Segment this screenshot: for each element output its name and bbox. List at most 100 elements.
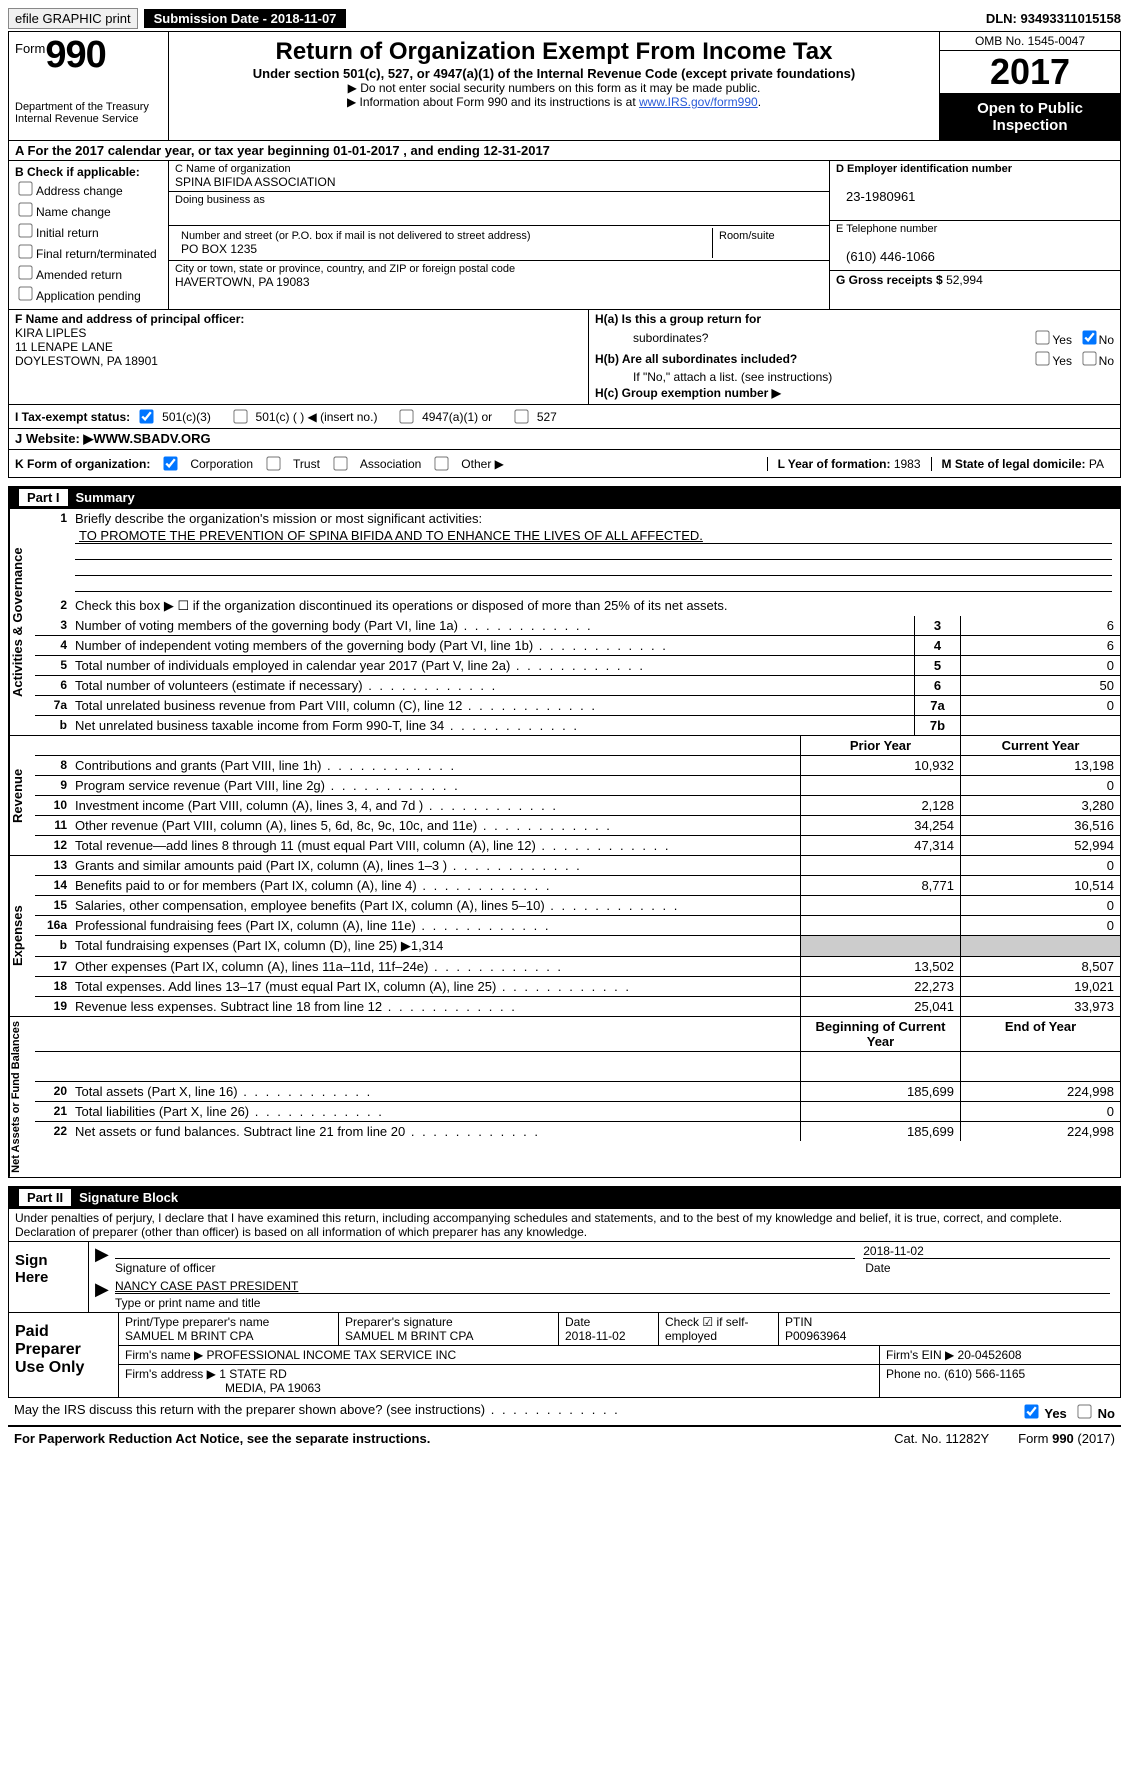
table-row: 15Salaries, other compensation, employee…	[35, 896, 1120, 916]
vtab-revenue: Revenue	[9, 736, 35, 855]
org-street: PO BOX 1235	[181, 242, 257, 256]
cb-527[interactable]	[514, 409, 528, 423]
table-row: 6Total number of volunteers (estimate if…	[35, 676, 1120, 696]
year-formation: 1983	[894, 457, 921, 471]
cb-other[interactable]	[435, 456, 449, 470]
telephone: (610) 446-1066	[836, 249, 1114, 264]
table-row: bTotal fundraising expenses (Part IX, co…	[35, 936, 1120, 957]
col-b-checkboxes: B Check if applicable: Address change Na…	[9, 161, 169, 309]
table-row: bNet unrelated business taxable income f…	[35, 716, 1120, 735]
table-row: 22Net assets or fund balances. Subtract …	[35, 1122, 1120, 1141]
principal-officer: F Name and address of principal officer:…	[9, 310, 589, 404]
ptin: P00963964	[785, 1329, 1114, 1343]
table-row: 20Total assets (Part X, line 16)185,6992…	[35, 1082, 1120, 1102]
group-return-section: H(a) Is this a group return for subordin…	[589, 310, 1120, 404]
open-to-public: Open to Public Inspection	[940, 94, 1120, 140]
org-city: HAVERTOWN, PA 19083	[175, 275, 310, 289]
dln: DLN: 93493311015158	[986, 11, 1121, 26]
table-row: 10Investment income (Part VIII, column (…	[35, 796, 1120, 816]
section-bcd: B Check if applicable: Address change Na…	[8, 161, 1121, 310]
cb-hb-yes[interactable]	[1036, 351, 1050, 365]
footer: For Paperwork Reduction Act Notice, see …	[8, 1427, 1121, 1450]
sign-here-label: Sign Here	[9, 1242, 89, 1312]
table-row: 3Number of voting members of the governi…	[35, 616, 1120, 636]
arrow-icon: ▶	[95, 1279, 111, 1310]
vtab-expenses: Expenses	[9, 856, 35, 1016]
mission-text: TO PROMOTE THE PREVENTION OF SPINA BIFID…	[75, 528, 1112, 544]
signature-block: Under penalties of perjury, I declare th…	[8, 1209, 1121, 1313]
table-row: 17Other expenses (Part IX, column (A), l…	[35, 957, 1120, 977]
col-d-ein-tel: D Employer identification number23-19809…	[830, 161, 1120, 309]
cb-initial-return[interactable]: Initial return	[15, 221, 162, 240]
firm-address: 1 STATE RD	[219, 1367, 287, 1381]
row-k-form-org: K Form of organization: Corporation Trus…	[8, 450, 1121, 478]
paid-preparer-label: Paid Preparer Use Only	[9, 1313, 119, 1397]
cb-hb-no[interactable]	[1082, 351, 1096, 365]
ein: 23-1980961	[836, 189, 1114, 204]
row-j-website: J Website: ▶ WWW.SBADV.ORG	[8, 429, 1121, 450]
header-left: Form990 Department of the Treasury Inter…	[9, 32, 169, 140]
cb-501c[interactable]	[233, 409, 247, 423]
cb-ha-no[interactable]	[1082, 330, 1096, 344]
cb-association[interactable]	[333, 456, 347, 470]
cb-address-change[interactable]: Address change	[15, 179, 162, 198]
table-row: 13Grants and similar amounts paid (Part …	[35, 856, 1120, 876]
cb-corporation[interactable]	[164, 456, 178, 470]
table-row: 7aTotal unrelated business revenue from …	[35, 696, 1120, 716]
part-i-expenses: Expenses 13Grants and similar amounts pa…	[8, 856, 1121, 1017]
table-row: 8Contributions and grants (Part VIII, li…	[35, 756, 1120, 776]
cb-application-pending[interactable]: Application pending	[15, 284, 162, 303]
cb-amended-return[interactable]: Amended return	[15, 263, 162, 282]
firm-phone: (610) 566-1165	[944, 1367, 1025, 1381]
table-row: 21Total liabilities (Part X, line 26)0	[35, 1102, 1120, 1122]
table-row: 4Number of independent voting members of…	[35, 636, 1120, 656]
col-c-org-info: C Name of organizationSPINA BIFIDA ASSOC…	[169, 161, 830, 309]
cb-ha-yes[interactable]	[1036, 330, 1050, 344]
table-row: 19Revenue less expenses. Subtract line 1…	[35, 997, 1120, 1016]
officer-name: NANCY CASE PAST PRESIDENT	[115, 1279, 1110, 1294]
cb-final-return[interactable]: Final return/terminated	[15, 242, 162, 261]
efile-print-button[interactable]: efile GRAPHIC print	[8, 8, 138, 29]
cb-discuss-yes[interactable]	[1024, 1404, 1038, 1418]
row-fh: F Name and address of principal officer:…	[8, 310, 1121, 405]
cb-4947[interactable]	[399, 409, 413, 423]
firm-ein: 20-0452608	[958, 1348, 1022, 1362]
cb-501c3[interactable]	[140, 409, 154, 423]
preparer-date: 2018-11-02	[565, 1329, 652, 1343]
submission-date: Submission Date - 2018-11-07	[144, 9, 347, 28]
part-i-net-assets: Net Assets or Fund Balances Beginning of…	[8, 1017, 1121, 1178]
header-center: Return of Organization Exempt From Incom…	[169, 32, 940, 140]
table-row: 18Total expenses. Add lines 13–17 (must …	[35, 977, 1120, 997]
vtab-governance: Activities & Governance	[9, 509, 35, 735]
table-row: 5Total number of individuals employed in…	[35, 656, 1120, 676]
firm-name: PROFESSIONAL INCOME TAX SERVICE INC	[207, 1348, 457, 1362]
part-i-governance: Activities & Governance 1Briefly describ…	[8, 509, 1121, 736]
cb-name-change[interactable]: Name change	[15, 200, 162, 219]
form-header: Form990 Department of the Treasury Inter…	[8, 31, 1121, 141]
arrow-icon: ▶	[95, 1244, 111, 1275]
instructions-link[interactable]: www.IRS.gov/form990	[639, 95, 758, 109]
website-url: WWW.SBADV.ORG	[93, 431, 210, 447]
part-i-revenue: Revenue Prior YearCurrent Year 8Contribu…	[8, 736, 1121, 856]
vtab-net: Net Assets or Fund Balances	[9, 1017, 35, 1177]
gross-receipts: 52,994	[946, 273, 983, 287]
header-right: OMB No. 1545-0047 2017 Open to Public In…	[940, 32, 1120, 140]
org-name: SPINA BIFIDA ASSOCIATION	[175, 175, 336, 189]
row-a-tax-year: A For the 2017 calendar year, or tax yea…	[8, 141, 1121, 161]
table-row: 12Total revenue—add lines 8 through 11 (…	[35, 836, 1120, 855]
discuss-row: May the IRS discuss this return with the…	[8, 1398, 1121, 1427]
table-row: 9Program service revenue (Part VIII, lin…	[35, 776, 1120, 796]
preparer-block: Paid Preparer Use Only Print/Type prepar…	[8, 1313, 1121, 1398]
table-row: 11Other revenue (Part VIII, column (A), …	[35, 816, 1120, 836]
preparer-name: SAMUEL M BRINT CPA	[125, 1329, 332, 1343]
cb-discuss-no[interactable]	[1077, 1404, 1091, 1418]
form-number: 990	[45, 34, 105, 76]
form-title: Return of Organization Exempt From Incom…	[179, 38, 929, 66]
omb-number: OMB No. 1545-0047	[940, 32, 1120, 51]
part-ii-header: Part IISignature Block	[8, 1186, 1121, 1209]
state-domicile: PA	[1089, 457, 1104, 471]
topbar: efile GRAPHIC print Submission Date - 20…	[8, 8, 1121, 29]
cb-trust[interactable]	[266, 456, 280, 470]
part-i-header: Part ISummary	[8, 486, 1121, 509]
tax-year: 2017	[940, 51, 1120, 94]
